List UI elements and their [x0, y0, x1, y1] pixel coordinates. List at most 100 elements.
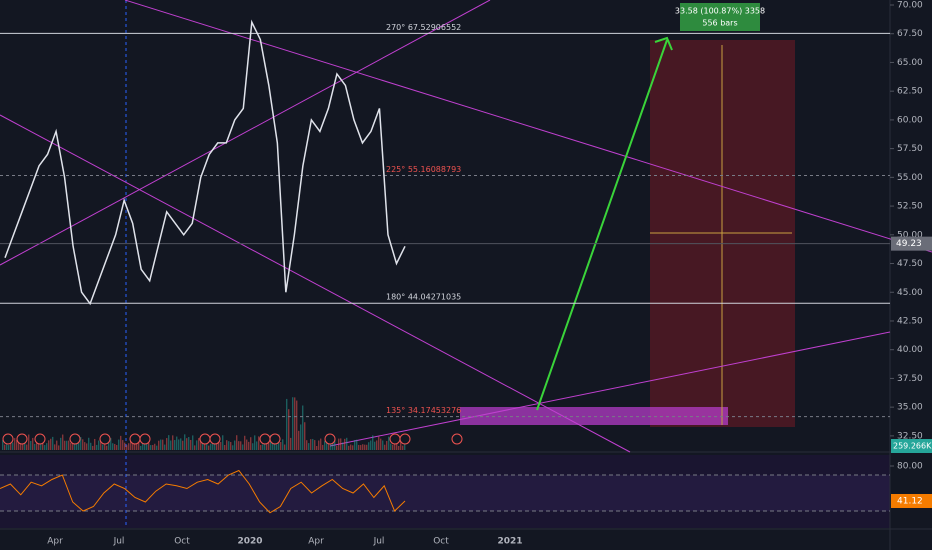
event-marker — [16, 433, 28, 445]
volume-bar — [62, 434, 64, 450]
volume-bar — [12, 442, 14, 450]
price-tick-label: 47.50 — [897, 259, 923, 269]
volume-bar — [268, 442, 270, 450]
volume-bar — [374, 441, 376, 450]
volume-bar — [180, 438, 182, 450]
event-marker — [129, 433, 141, 445]
volume-bar — [312, 438, 314, 450]
volume-bar — [130, 436, 132, 450]
volume-bar — [118, 439, 120, 450]
event-marker — [69, 433, 81, 445]
volume-bar — [20, 439, 22, 450]
volume-bar — [18, 437, 20, 450]
volume-bar — [164, 444, 166, 450]
volume-bar — [354, 440, 356, 450]
volume-bar — [266, 442, 268, 450]
volume-bar — [194, 445, 196, 450]
arrow-head — [654, 36, 673, 51]
volume-bar — [160, 439, 162, 450]
volume-bar — [94, 438, 96, 450]
time-tick-label: Apr — [308, 537, 324, 547]
event-marker — [259, 433, 271, 445]
volume-bar — [74, 442, 76, 450]
volume-bar — [86, 443, 88, 450]
volume-bar — [348, 445, 350, 450]
volume-bar — [360, 445, 362, 450]
volume-bar — [14, 438, 16, 450]
volume-bar — [38, 439, 40, 450]
volume-bar — [28, 434, 30, 450]
volume-bar — [244, 435, 246, 450]
volume-bar — [342, 442, 344, 450]
volume-bar — [202, 443, 204, 450]
volume-bar — [32, 437, 34, 450]
volume-bar — [40, 444, 42, 450]
volume-bar — [182, 440, 184, 450]
volume-bar — [232, 445, 234, 450]
volume-bar — [174, 440, 176, 450]
volume-bar — [128, 443, 130, 450]
volume-bar — [4, 444, 6, 450]
volume-bar — [260, 444, 262, 450]
volume-bar — [6, 440, 8, 450]
volume-bar — [404, 440, 406, 450]
volume-bar — [316, 445, 318, 450]
time-tick-label: 2020 — [237, 537, 262, 547]
volume-bar — [328, 443, 330, 450]
volume-bar — [234, 440, 236, 450]
volume-bar — [88, 437, 90, 450]
level-label: 270° 67.52906552 — [386, 23, 461, 32]
rsi-last-box — [891, 493, 932, 508]
volume-bar — [274, 442, 276, 450]
volume-bar — [392, 444, 394, 450]
volume-bar — [300, 424, 302, 450]
price-tick-label: 32.50 — [897, 431, 923, 441]
volume-bar — [236, 435, 238, 450]
level-label: 225° 55.16088793 — [386, 165, 461, 174]
volume-bar — [142, 440, 144, 450]
volume-bar — [308, 443, 310, 450]
volume-bar — [158, 440, 160, 450]
volume-bar — [110, 438, 112, 450]
volume-bar — [262, 444, 264, 450]
volume-bar — [344, 438, 346, 450]
volume-bar — [208, 445, 210, 450]
volume-bar — [108, 437, 110, 450]
price-tick-label: 35.00 — [897, 403, 923, 413]
volume-bar — [166, 438, 168, 450]
volume-bar — [198, 438, 200, 450]
volume-bar — [52, 436, 54, 450]
volume-bar — [90, 442, 92, 450]
volume-bar — [16, 440, 18, 450]
volume-bar — [100, 438, 102, 450]
event-marker — [99, 433, 111, 445]
event-marker — [139, 433, 151, 445]
volume-bar — [216, 438, 218, 450]
volume-bar — [376, 440, 378, 450]
volume-bar — [156, 445, 158, 450]
level-label: 135° 34.17453276 — [386, 406, 461, 415]
price-tick-label: 52.50 — [897, 202, 923, 212]
volume-bar — [184, 434, 186, 450]
volume-bar — [42, 441, 44, 450]
volume-bar — [334, 439, 336, 450]
measure-label: 556 bars — [702, 19, 737, 28]
volume-bar — [220, 441, 222, 450]
volume-bar — [136, 441, 138, 450]
event-marker — [324, 433, 336, 445]
volume-bar — [368, 442, 370, 450]
volume-bar — [286, 398, 288, 450]
volume-bar — [70, 442, 72, 450]
volume-bar — [196, 440, 198, 450]
volume-bar — [250, 437, 252, 450]
last-price-label: 49.23 — [896, 239, 922, 249]
volume-bar — [152, 445, 154, 450]
volume-label: 259.266K — [893, 442, 932, 451]
volume-bar — [98, 440, 100, 450]
event-marker — [34, 433, 46, 445]
volume-bar — [192, 435, 194, 450]
volume-bar — [258, 436, 260, 450]
arrow — [536, 39, 668, 411]
volume-bar — [230, 442, 232, 450]
volume-bar — [322, 444, 324, 450]
